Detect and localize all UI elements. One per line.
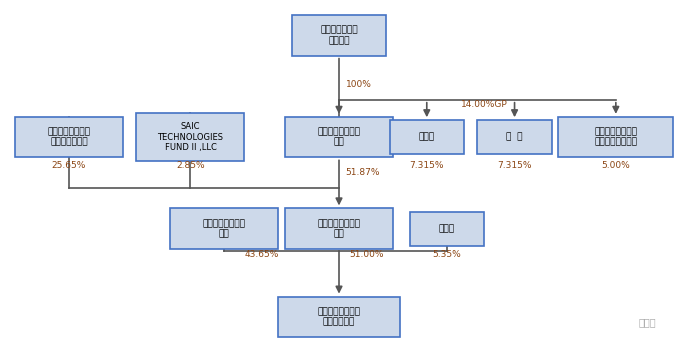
FancyBboxPatch shape	[285, 117, 393, 157]
FancyBboxPatch shape	[292, 15, 386, 56]
FancyBboxPatch shape	[278, 297, 400, 337]
Text: 深圳赛格高技术投
资股份有限公司: 深圳赛格高技术投 资股份有限公司	[47, 127, 90, 147]
Text: 5.35%: 5.35%	[433, 250, 462, 259]
Text: 51.00%: 51.00%	[349, 250, 384, 259]
Text: 5.00%: 5.00%	[601, 161, 631, 170]
Text: 43.65%: 43.65%	[244, 250, 279, 259]
FancyBboxPatch shape	[477, 120, 552, 154]
FancyBboxPatch shape	[285, 208, 393, 249]
Text: 黄山谷捷股份有限
公司: 黄山谷捷股份有限 公司	[317, 219, 361, 238]
Text: 2.85%: 2.85%	[176, 161, 205, 170]
Text: 黄山广捷表面处理
科技有限公司: 黄山广捷表面处理 科技有限公司	[317, 307, 361, 327]
Text: 黄山佳捷股权管理
中心（有限合伙）: 黄山佳捷股权管理 中心（有限合伙）	[595, 127, 637, 147]
Text: 黄山市供销合作
社联合社: 黄山市供销合作 社联合社	[320, 26, 358, 45]
FancyBboxPatch shape	[390, 120, 464, 154]
Text: 100%: 100%	[346, 80, 372, 89]
FancyBboxPatch shape	[15, 117, 123, 157]
FancyBboxPatch shape	[170, 208, 278, 249]
Text: 估值汇: 估值汇	[639, 317, 656, 327]
Text: 张俊武: 张俊武	[419, 133, 435, 142]
Text: 黄山供销集团有限
公司: 黄山供销集团有限 公司	[317, 127, 361, 147]
FancyBboxPatch shape	[136, 113, 245, 161]
Text: 51.87%: 51.87%	[346, 168, 380, 177]
Text: 7.315%: 7.315%	[497, 161, 532, 170]
FancyBboxPatch shape	[410, 212, 484, 246]
Text: 上海广弘实业有限
公司: 上海广弘实业有限 公司	[203, 219, 245, 238]
Text: 周  斌: 周 斌	[506, 133, 523, 142]
Text: 潘世琦: 潘世琦	[439, 224, 455, 233]
FancyBboxPatch shape	[559, 117, 673, 157]
Text: 7.315%: 7.315%	[410, 161, 444, 170]
Text: 14.00%GP: 14.00%GP	[461, 100, 508, 109]
Text: SAIC
TECHNOLOGIES
FUND II ,LLC: SAIC TECHNOLOGIES FUND II ,LLC	[157, 122, 224, 152]
Text: 25.65%: 25.65%	[52, 161, 86, 170]
